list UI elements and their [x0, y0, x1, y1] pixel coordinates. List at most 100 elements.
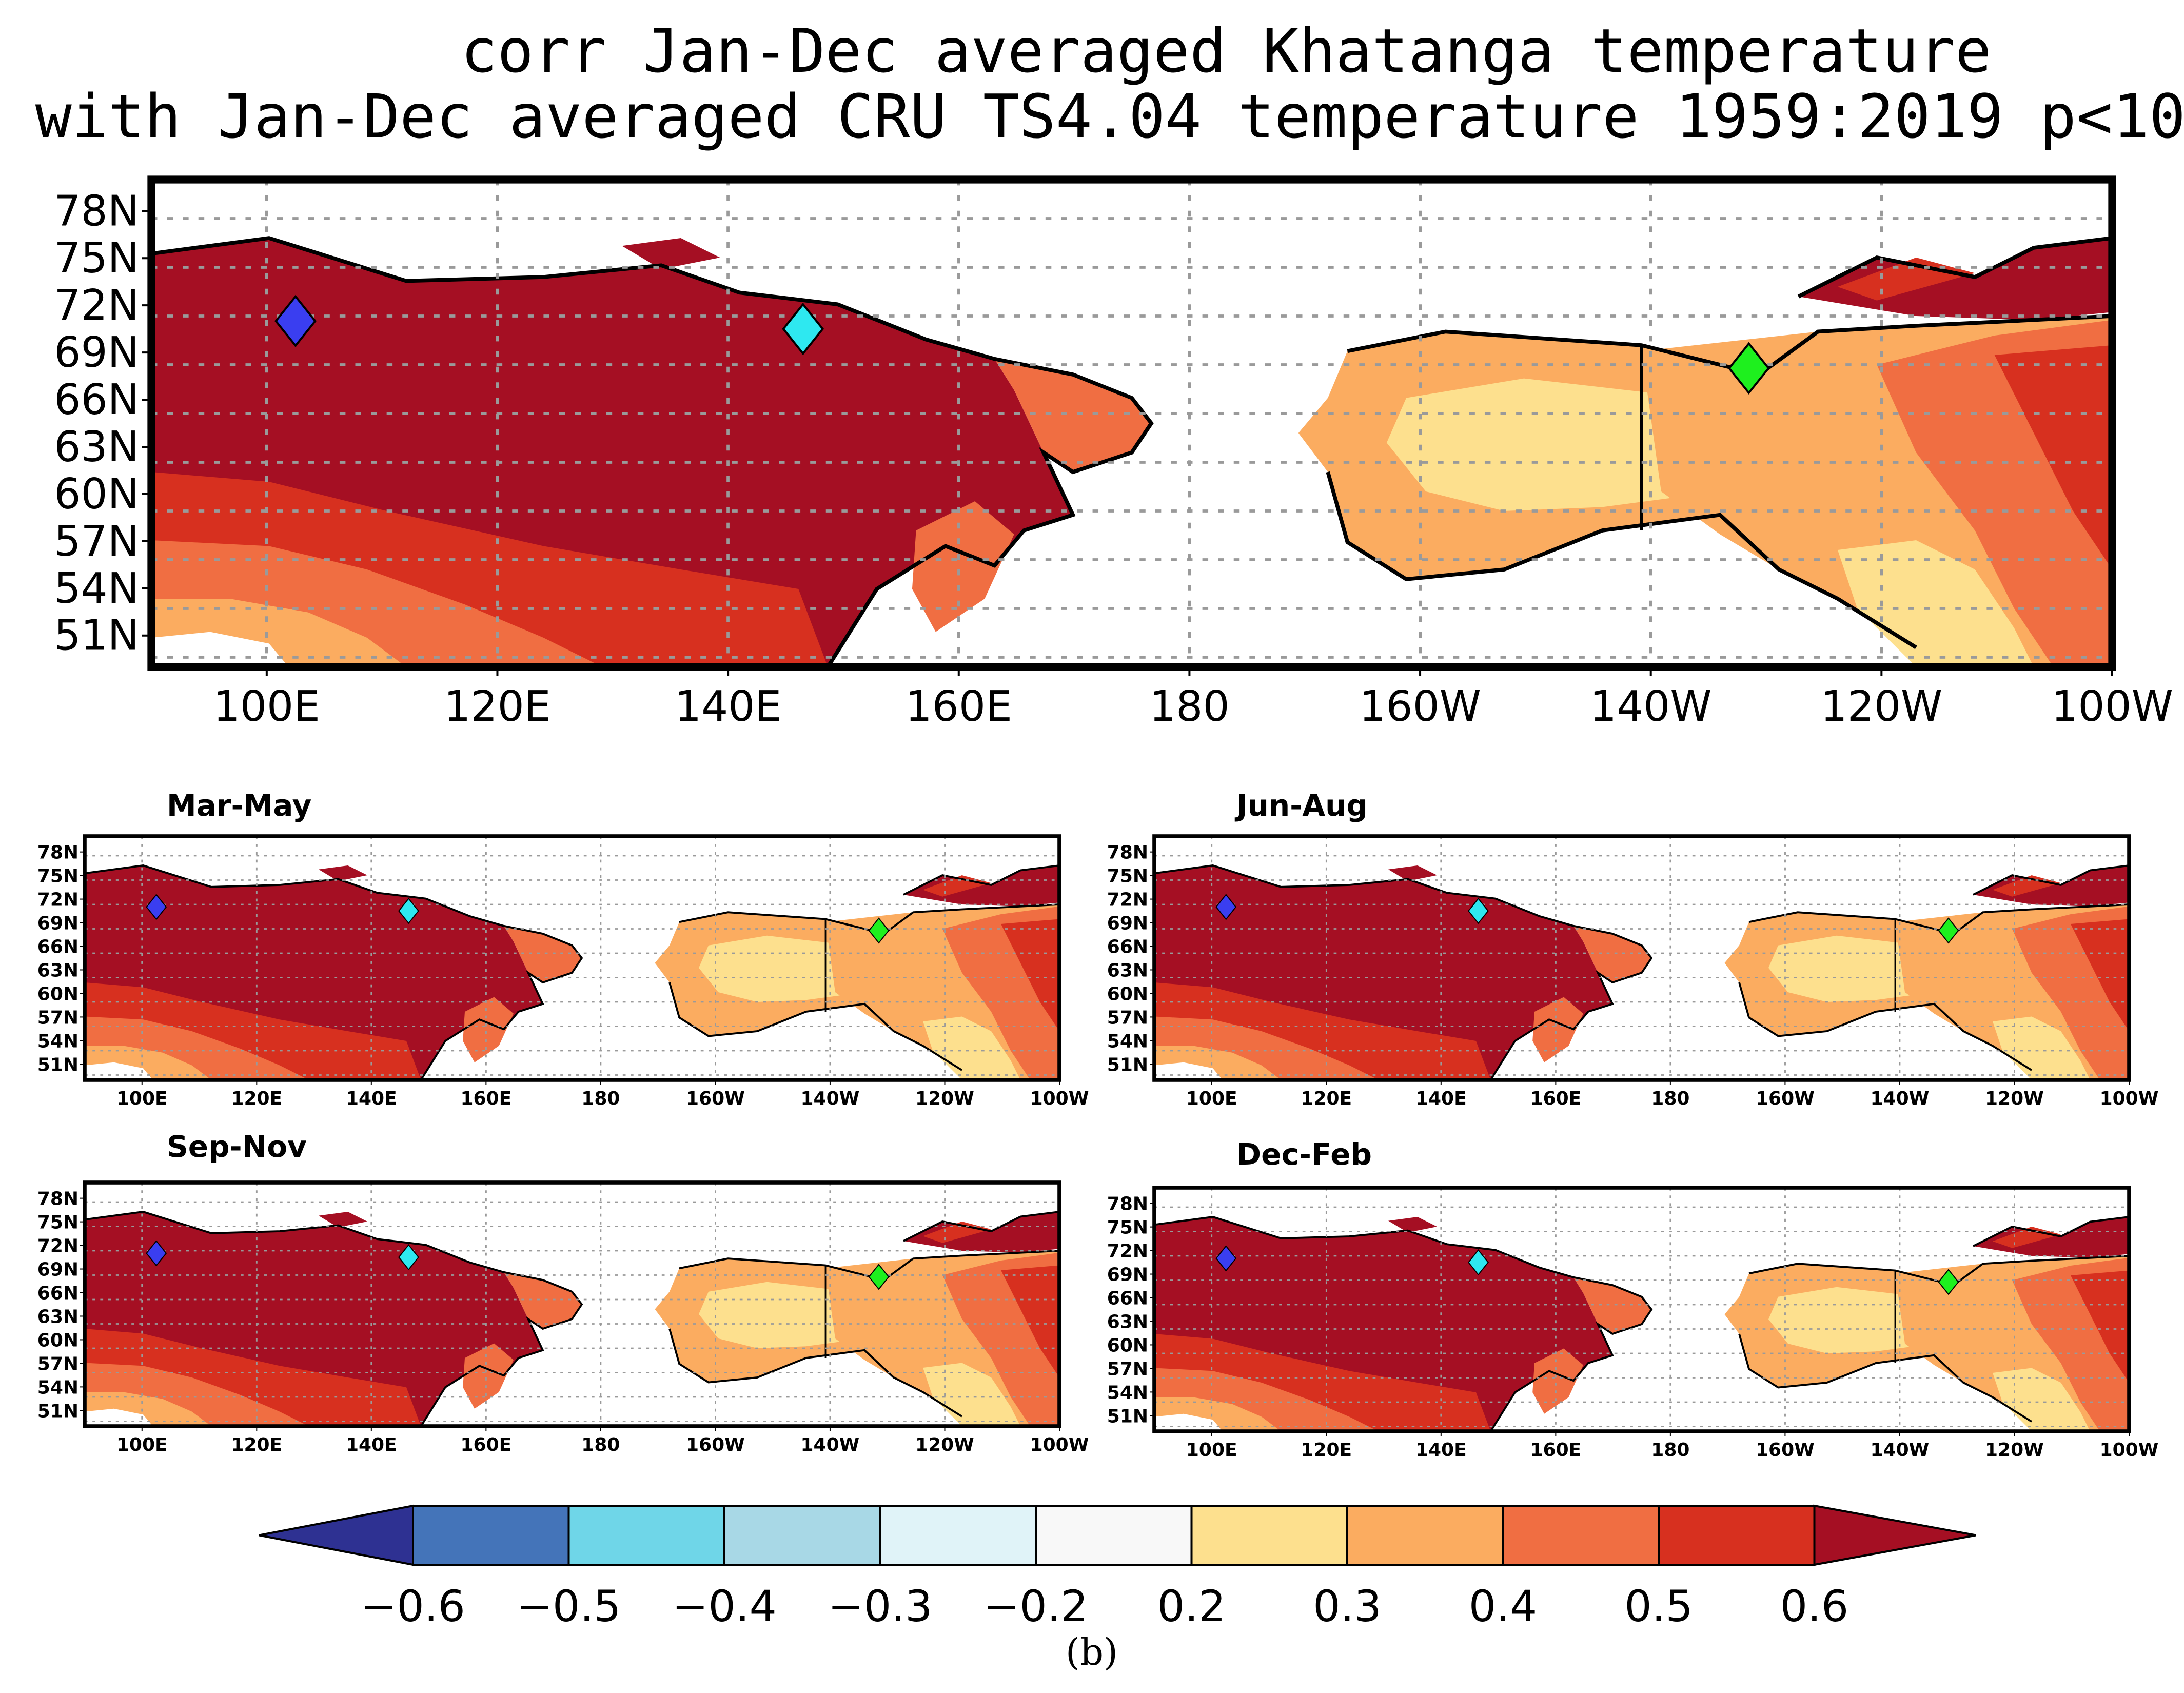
lat-tick-label: 66N: [1107, 937, 1148, 958]
lon-tick-label: 140W: [801, 1434, 860, 1455]
lon-tick-label: 160W: [1756, 1088, 1815, 1109]
lon-tick-label: 160E: [1530, 1088, 1581, 1109]
lat-tick-label: 72N: [37, 1236, 78, 1257]
panel-dec-feb: Dec-Feb 100E 120E 140E 160E 180 160W 140W 120W 1…: [1107, 1137, 2159, 1461]
lon-tick-label: 100W: [2100, 1088, 2159, 1109]
lat-tick-label: 72N: [1107, 1241, 1148, 1262]
lat-tick-label: 69N: [37, 1259, 78, 1281]
lat-tick-label: 51N: [37, 1054, 78, 1075]
lon-tick-label: 100E: [1186, 1440, 1237, 1461]
lon-tick-label: 100W: [1030, 1434, 1089, 1455]
lat-tick-label: 57N: [54, 517, 139, 566]
lat-tick-label: 51N: [1107, 1406, 1148, 1427]
colorbar-tick-label: −0.2: [983, 1581, 1088, 1631]
lat-tick-label: 66N: [37, 1283, 78, 1304]
lat-tick-label: 51N: [54, 612, 139, 660]
station-marker: [1938, 1269, 1959, 1295]
lat-tick-label: 54N: [1107, 1382, 1148, 1403]
lat-tick-label: 72N: [54, 281, 139, 330]
lon-tick-label: 120W: [915, 1088, 974, 1109]
lon-tick-label: 140E: [1415, 1088, 1467, 1109]
station-marker: [398, 897, 419, 924]
station-marker: [1215, 1245, 1237, 1272]
lat-tick-label: 63N: [54, 423, 139, 471]
lon-tick-label: 180: [581, 1434, 620, 1455]
panel-title-mar-may: Mar-May: [167, 788, 311, 823]
colorbar-segment: [567, 1505, 725, 1566]
lat-tick-label: 60N: [54, 470, 139, 519]
lat-tick-label: 78N: [1107, 842, 1148, 863]
lat-tick-label: 78N: [1107, 1194, 1148, 1215]
lat-tick-label: 63N: [37, 1306, 78, 1327]
lat-tick-label: 57N: [37, 1007, 78, 1028]
lon-tick-label: 120W: [1985, 1440, 2044, 1461]
lat-tick-label: 51N: [37, 1401, 78, 1422]
lon-tick-label: 100E: [116, 1434, 168, 1455]
lat-tick-label: 75N: [54, 234, 139, 283]
lon-tick-label: 120W: [1985, 1088, 2044, 1109]
lat-tick-label: 60N: [37, 983, 78, 1005]
lat-tick-label: 60N: [1107, 1335, 1148, 1356]
lon-tick-label: 180: [1651, 1440, 1689, 1461]
lon-tick-label: 100E: [1186, 1088, 1237, 1109]
lon-tick-label: 180: [1149, 682, 1230, 731]
lon-tick-label: 140E: [675, 682, 781, 731]
colorbar-tick-label: 0.5: [1624, 1581, 1693, 1631]
colorbar-segment: [1190, 1505, 1348, 1566]
lon-tick-label: 120E: [1301, 1440, 1352, 1461]
colorbar-segment: [412, 1505, 570, 1566]
lat-tick-label: 60N: [1107, 983, 1148, 1005]
panel-jun-aug: Jun-Aug 100E 120E 140E 160E 180 160W 140W 120W 1…: [1107, 788, 2159, 1109]
station-marker: [868, 1264, 890, 1290]
lat-tick-label: 75N: [37, 866, 78, 887]
lon-tick-label: 120W: [1821, 682, 1943, 731]
lat-tick-label: 78N: [54, 187, 139, 235]
colorbar-arrow-right: [1813, 1504, 1976, 1566]
station-marker: [1938, 917, 1959, 944]
lat-tick-label: 72N: [1107, 890, 1148, 911]
lon-tick-label: 160W: [686, 1088, 745, 1109]
lat-tick-label: 57N: [37, 1353, 78, 1374]
lon-tick-label: 160E: [460, 1088, 511, 1109]
lat-tick-label: 66N: [1107, 1288, 1148, 1309]
lon-tick-label: 160W: [686, 1434, 745, 1455]
colorbar: −0.6 −0.5 −0.4 −0.3 −0.2 0.2 0.3 0.4 0.5 0.6: [259, 1504, 1976, 1631]
panel-title-dec-feb: Dec-Feb: [1236, 1137, 1372, 1172]
panel-title-sep-nov: Sep-Nov: [167, 1129, 307, 1164]
lon-tick-label: 140E: [1415, 1440, 1467, 1461]
lat-tick-label: 66N: [37, 937, 78, 958]
colorbar-tick-label: −0.6: [361, 1581, 465, 1631]
lon-tick-label: 100W: [1030, 1088, 1089, 1109]
panel-title-jun-aug: Jun-Aug: [1234, 788, 1368, 823]
lat-tick-label: 63N: [1107, 960, 1148, 981]
station-marker: [1467, 897, 1489, 924]
lon-tick-label: 160E: [906, 682, 1012, 731]
lat-tick-label: 54N: [54, 564, 139, 613]
lat-tick-label: 75N: [1107, 1217, 1148, 1238]
lat-tick-label: 51N: [1107, 1054, 1148, 1075]
colorbar-tick-label: 0.6: [1780, 1581, 1849, 1631]
lat-tick-label: 57N: [1107, 1359, 1148, 1380]
lon-tick-label: 120E: [231, 1434, 282, 1455]
colorbar-tick-label: −0.4: [672, 1581, 777, 1631]
lon-tick-label: 140E: [346, 1088, 397, 1109]
panel-mar-may: Mar-May 100E 120E 140E 160E 180 160W 140W 120W 1…: [37, 788, 1089, 1109]
lat-tick-label: 75N: [1107, 866, 1148, 887]
station-marker: [782, 302, 824, 356]
colorbar-tick-label: 0.4: [1469, 1581, 1538, 1631]
lat-tick-label: 54N: [37, 1377, 78, 1398]
lat-tick-label: 66N: [54, 376, 139, 424]
lon-tick-label: 100W: [2051, 682, 2173, 731]
lon-tick-label: 160E: [460, 1434, 511, 1455]
station-marker: [146, 894, 167, 920]
station-marker: [1215, 894, 1237, 920]
lat-tick-label: 63N: [37, 960, 78, 981]
lat-tick-label: 69N: [54, 328, 139, 377]
lat-tick-label: 57N: [1107, 1007, 1148, 1028]
lat-tick-label: 63N: [1107, 1311, 1148, 1332]
lon-tick-label: 140W: [1871, 1088, 1930, 1109]
station-marker: [1727, 342, 1770, 395]
panel-label: (b): [1066, 1630, 1118, 1674]
station-marker: [146, 1240, 167, 1267]
